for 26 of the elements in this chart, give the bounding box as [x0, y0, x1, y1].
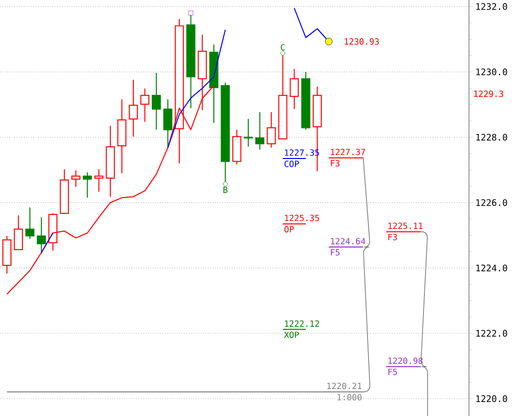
y-tick-label: 1232.0 — [476, 3, 508, 10]
y-tick-label: 1222.0 — [476, 330, 508, 337]
y-tick-label: 1226.0 — [476, 199, 508, 206]
data-label: 1227.37 — [330, 148, 366, 156]
data-label: 1222.12 — [284, 320, 319, 327]
series-label: B — [223, 186, 228, 193]
data-label: 1225.11 — [388, 222, 423, 230]
y-tick-label: 1228.0 — [476, 134, 508, 141]
series-label: XOP — [284, 332, 299, 338]
y-tick-label: 1220.0 — [476, 395, 508, 402]
data-label: 1230.93 — [344, 38, 379, 45]
series-label: OP — [284, 226, 294, 232]
data-label: 1220.21 — [327, 382, 362, 390]
series-label: F3 — [388, 234, 398, 240]
series-label: F5 — [388, 368, 397, 376]
y-tick-label: 1230.0 — [476, 68, 508, 76]
series-label: C — [280, 44, 285, 50]
series-label: F5 — [330, 249, 340, 256]
y-tick-label: 1224.0 — [476, 264, 508, 272]
series-label: 1:000 — [338, 394, 362, 400]
series-label: F3 — [330, 160, 340, 166]
data-label: 1224.64 — [330, 238, 366, 244]
data-label: 1225.35 — [284, 214, 319, 222]
text: 1229.3 — [474, 90, 504, 98]
series-label: COP — [284, 160, 299, 168]
data-label: 1220.98 — [388, 358, 423, 364]
